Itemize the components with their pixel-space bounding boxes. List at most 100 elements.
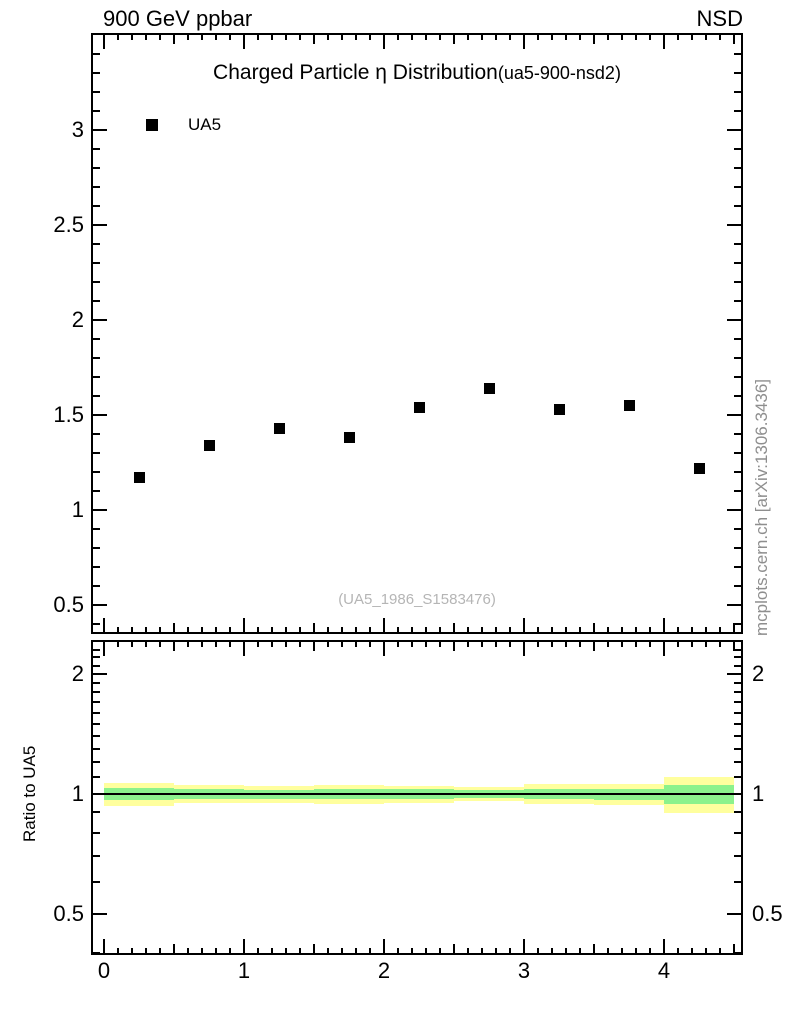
- y-tick: [93, 243, 100, 245]
- x-tick: [145, 642, 147, 647]
- x-tick: [383, 618, 385, 632]
- y-tick: [93, 722, 100, 725]
- x-tick: [537, 35, 539, 40]
- x-tick: [341, 642, 343, 647]
- y-tick: [93, 357, 100, 359]
- x-tick: [257, 35, 259, 40]
- x-tick: [467, 627, 469, 632]
- y-tick: [93, 681, 100, 684]
- ratio-y-tick-label-right: 0.5: [752, 901, 783, 927]
- x-tick: [523, 618, 525, 632]
- x-tick: [327, 642, 329, 647]
- x-tick: [523, 642, 525, 656]
- x-tick: [481, 948, 483, 953]
- data-point: [553, 403, 565, 415]
- x-tick: [229, 642, 231, 647]
- x-tick: [383, 642, 385, 656]
- x-tick: [677, 627, 679, 632]
- x-tick: [439, 642, 441, 647]
- x-tick: [467, 35, 469, 40]
- x-tick: [159, 35, 161, 40]
- y-tick: [93, 509, 107, 511]
- x-tick: [663, 642, 665, 656]
- y-tick: [734, 72, 741, 74]
- x-tick: [117, 642, 119, 647]
- y-tick: [734, 243, 741, 245]
- x-tick: [621, 35, 623, 40]
- x-tick: [411, 35, 413, 40]
- x-tick: [467, 948, 469, 953]
- y-tick: [93, 831, 100, 834]
- x-tick: [411, 948, 413, 953]
- x-tick: [593, 642, 595, 651]
- x-tick-label: 0: [97, 958, 111, 983]
- x-tick: [635, 35, 637, 40]
- y-tick: [93, 566, 100, 568]
- x-tick: [719, 642, 721, 647]
- y-tick: [93, 701, 100, 704]
- x-tick: [327, 35, 329, 40]
- x-tick: [173, 35, 175, 44]
- y-tick: [727, 129, 741, 131]
- x-tick: [579, 627, 581, 632]
- x-tick: [243, 642, 245, 656]
- y-tick: [93, 811, 100, 814]
- x-tick: [439, 35, 441, 40]
- x-tick: [257, 642, 259, 647]
- y-tick: [734, 585, 741, 587]
- x-tick-label: 4: [657, 958, 671, 983]
- x-tick: [201, 948, 203, 953]
- x-tick-label: 2: [377, 958, 391, 983]
- x-tick: [635, 948, 637, 953]
- y-tick: [734, 664, 741, 667]
- x-tick: [509, 642, 511, 647]
- x-tick: [159, 948, 161, 953]
- x-tick: [481, 642, 483, 647]
- x-tick: [355, 642, 357, 647]
- y-tick: [734, 91, 741, 93]
- x-tick: [425, 948, 427, 953]
- x-tick: [733, 623, 735, 632]
- y-tick: [93, 395, 100, 397]
- x-tick: [117, 627, 119, 632]
- x-tick: [313, 623, 315, 632]
- x-tick: [635, 627, 637, 632]
- x-tick: [285, 35, 287, 40]
- x-tick: [145, 948, 147, 953]
- x-tick: [593, 944, 595, 953]
- x-tick: [509, 35, 511, 40]
- x-tick-label: 3: [517, 958, 531, 983]
- x-tick: [495, 642, 497, 647]
- x-tick: [117, 35, 119, 40]
- x-tick: [705, 627, 707, 632]
- y-tick: [93, 376, 100, 378]
- x-tick: [397, 627, 399, 632]
- y-tick: [734, 734, 741, 737]
- x-tick: [663, 939, 665, 953]
- x-tick: [719, 627, 721, 632]
- x-tick: [607, 948, 609, 953]
- ratio-y-tick-label: 2: [71, 660, 84, 686]
- x-tick: [565, 948, 567, 953]
- y-tick: [93, 452, 100, 454]
- x-tick: [691, 627, 693, 632]
- x-tick: [355, 948, 357, 953]
- plot-subtitle-text: (ua5-900-nsd2): [497, 63, 621, 83]
- y-tick: [93, 672, 107, 675]
- y-tick: [93, 881, 100, 884]
- x-tick: [551, 642, 553, 647]
- x-tick: [159, 627, 161, 632]
- x-tick: [341, 35, 343, 40]
- y-tick: [93, 205, 100, 207]
- x-tick: [719, 948, 721, 953]
- data-point: [413, 401, 425, 413]
- x-tick: [397, 948, 399, 953]
- x-tick: [649, 948, 651, 953]
- x-tick: [453, 35, 455, 44]
- y-tick: [734, 656, 741, 659]
- y-tick: [734, 53, 741, 55]
- data-point: [133, 472, 145, 484]
- y-tick: [93, 664, 100, 667]
- y-tick: [93, 471, 100, 473]
- y-tick: [93, 604, 107, 606]
